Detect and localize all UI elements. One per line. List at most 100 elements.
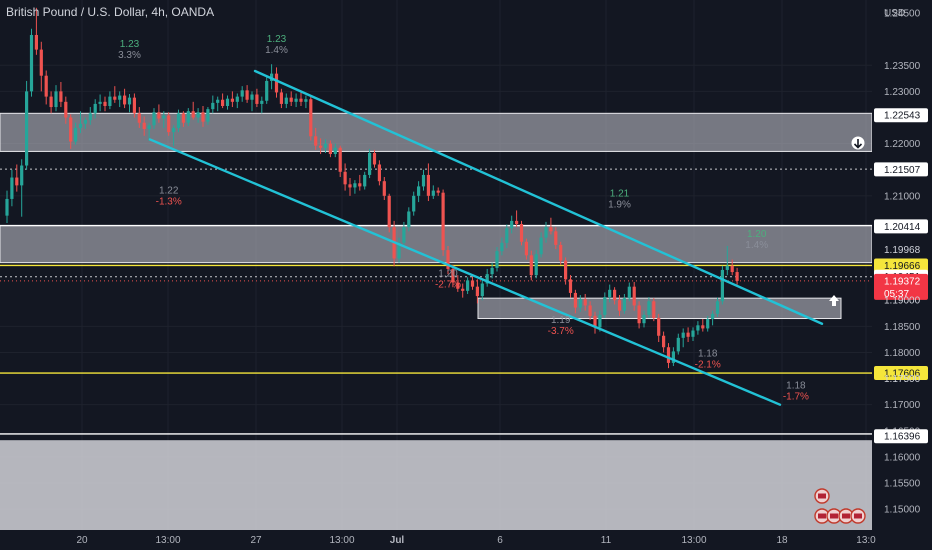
- candle-body: [353, 183, 357, 188]
- price-tick-label: 1.18500: [884, 322, 921, 333]
- candle-body: [333, 147, 337, 155]
- candle: [186, 108, 190, 126]
- candle-body: [559, 244, 563, 261]
- candle: [397, 237, 401, 263]
- swing-pct-label: 1.9%: [608, 199, 631, 210]
- swing-pct-label: -3.7%: [548, 326, 574, 337]
- flag-badges[interactable]: [814, 488, 866, 524]
- candle: [505, 224, 509, 249]
- candle-body: [666, 347, 671, 363]
- candle-body: [529, 255, 533, 276]
- candle-body: [515, 220, 519, 225]
- up-arrow-icon[interactable]: [829, 295, 839, 306]
- candle: [495, 246, 499, 272]
- candle-body: [549, 227, 553, 232]
- candle-body: [368, 152, 372, 175]
- candle: [167, 112, 171, 136]
- candle: [642, 310, 646, 328]
- candle-body: [127, 97, 132, 105]
- candle-body: [417, 186, 421, 196]
- candle: [671, 347, 675, 367]
- candle: [319, 138, 323, 155]
- swing-price-label: 1.20: [747, 229, 767, 240]
- candle: [289, 91, 293, 106]
- candle: [436, 187, 440, 196]
- candle-body: [98, 101, 102, 104]
- candle: [627, 282, 631, 302]
- event-flag-stripe: [818, 493, 826, 499]
- candle-body: [274, 73, 279, 93]
- candle-body: [191, 111, 195, 118]
- candle-body: [245, 90, 249, 100]
- swing-pct-label: -2.1%: [695, 360, 721, 371]
- candle-body: [304, 99, 308, 102]
- time-tick-label: 6: [497, 535, 503, 546]
- time-axis[interactable]: 20 13:00 27 13:00 Jul 6 11 13:00 18 13:0: [0, 530, 932, 550]
- candle: [196, 108, 200, 123]
- candle: [172, 125, 176, 147]
- price-tag-bg: [874, 162, 928, 177]
- candle: [593, 311, 597, 334]
- price-axis[interactable]: USD 1.23500 1.23000 1.22000 1.21000 1.18500 1…: [872, 0, 932, 532]
- candle-body: [622, 298, 626, 311]
- channel-line[interactable]: [253, 69, 824, 325]
- price-tick-label: 1.23500: [884, 61, 921, 72]
- price-tag[interactable]: 1.19968: [884, 245, 921, 256]
- candle-body: [44, 75, 48, 97]
- candle: [515, 210, 519, 228]
- swing-price-label: 1.18: [698, 349, 718, 360]
- candle: [681, 328, 685, 348]
- candle: [407, 207, 411, 232]
- price-tag[interactable]: 1.19666: [874, 258, 928, 273]
- price-tag[interactable]: 1.16396: [874, 429, 928, 444]
- candle-body: [421, 174, 426, 187]
- candle-body: [706, 319, 710, 329]
- candle-body: [495, 251, 499, 268]
- candle-body: [250, 94, 254, 100]
- event-flag-icon[interactable]: [814, 488, 830, 504]
- price-tag[interactable]: 1.17500: [884, 374, 921, 385]
- candle: [235, 93, 239, 109]
- down-arrow-glyph: [853, 139, 863, 149]
- candle-body: [510, 220, 514, 229]
- price-tag[interactable]: 1.19372 05:37: [874, 273, 928, 300]
- candle: [510, 215, 514, 234]
- candle: [500, 237, 504, 256]
- candle-body: [49, 96, 53, 108]
- currency-label: USD: [884, 8, 905, 19]
- price-tag[interactable]: 1.20414: [874, 219, 928, 234]
- candle: [309, 95, 313, 141]
- candle-body: [88, 113, 92, 121]
- event-flag-icon[interactable]: [814, 508, 830, 524]
- candle: [260, 96, 264, 114]
- candle: [470, 276, 475, 290]
- candle: [446, 245, 450, 275]
- channel-line[interactable]: [148, 138, 782, 406]
- candle-body: [686, 332, 690, 337]
- candle-body: [167, 115, 171, 133]
- candle-body: [598, 314, 602, 328]
- price-tag[interactable]: 1.21507: [874, 162, 928, 177]
- candle-body: [436, 190, 440, 193]
- price-tag[interactable]: 1.22543: [874, 108, 928, 123]
- candle-body: [328, 143, 332, 155]
- candle-body: [142, 122, 146, 129]
- candle: [294, 93, 298, 108]
- candle-body: [470, 280, 475, 287]
- candle-body: [240, 90, 244, 97]
- candle: [603, 292, 607, 318]
- candle: [44, 70, 48, 105]
- candle-body: [123, 95, 127, 105]
- event-flag-icon[interactable]: [850, 508, 866, 524]
- price-tag[interactable]: 1.19000: [884, 296, 921, 307]
- candle-body: [299, 98, 303, 102]
- candle-body: [10, 177, 14, 199]
- price-tag[interactable]: 1.17606: [874, 366, 928, 381]
- channel-lines[interactable]: [148, 69, 824, 406]
- candle-body: [363, 174, 367, 187]
- candle-body: [711, 313, 715, 320]
- candle-body: [289, 97, 293, 102]
- down-arrow-circle-icon[interactable]: [851, 136, 865, 150]
- candle-body: [382, 181, 386, 196]
